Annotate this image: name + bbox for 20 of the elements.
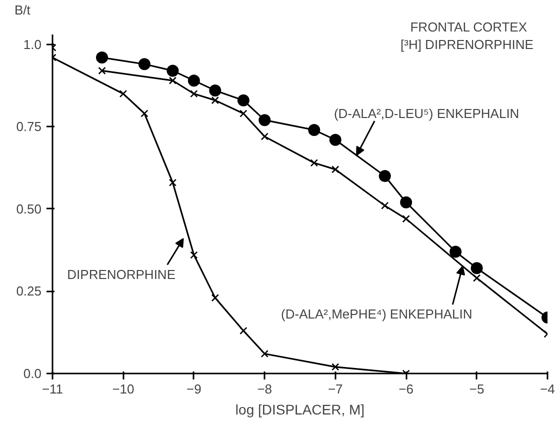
annotation: (D-ALA²,MePHE⁴) ENKEPHALIN [281,306,472,322]
x-tick-label: −4 [540,382,555,396]
chart-title: FRONTAL CORTEX [410,20,528,34]
x-tick-label: −5 [469,382,484,396]
x-tick-label: −7 [328,382,343,396]
x-tick-label: −11 [42,382,64,396]
y-axis-title: B/t [14,2,31,18]
y-tick-label: 0.0 [23,366,42,381]
y-tick-label: 0.50 [16,201,42,216]
x-tick-label: −10 [112,382,134,396]
annotation: (D-ALA²,D-LEU⁵) ENKEPHALIN [334,106,520,121]
y-tick-label: 0.75 [16,119,42,134]
x-axis-title: log [DISPLACER, M] [235,402,365,418]
y-tick-label: 1.0 [23,36,42,52]
annotation: DIPRENORPHINE [67,267,176,282]
x-tick-label: −8 [257,382,272,396]
x-tick-label: −6 [398,382,414,396]
y-tick-label: 0.25 [16,284,42,299]
chart-subtitle: [³H] DIPRENORPHINE [400,37,534,52]
x-tick-label: −9 [186,382,202,396]
